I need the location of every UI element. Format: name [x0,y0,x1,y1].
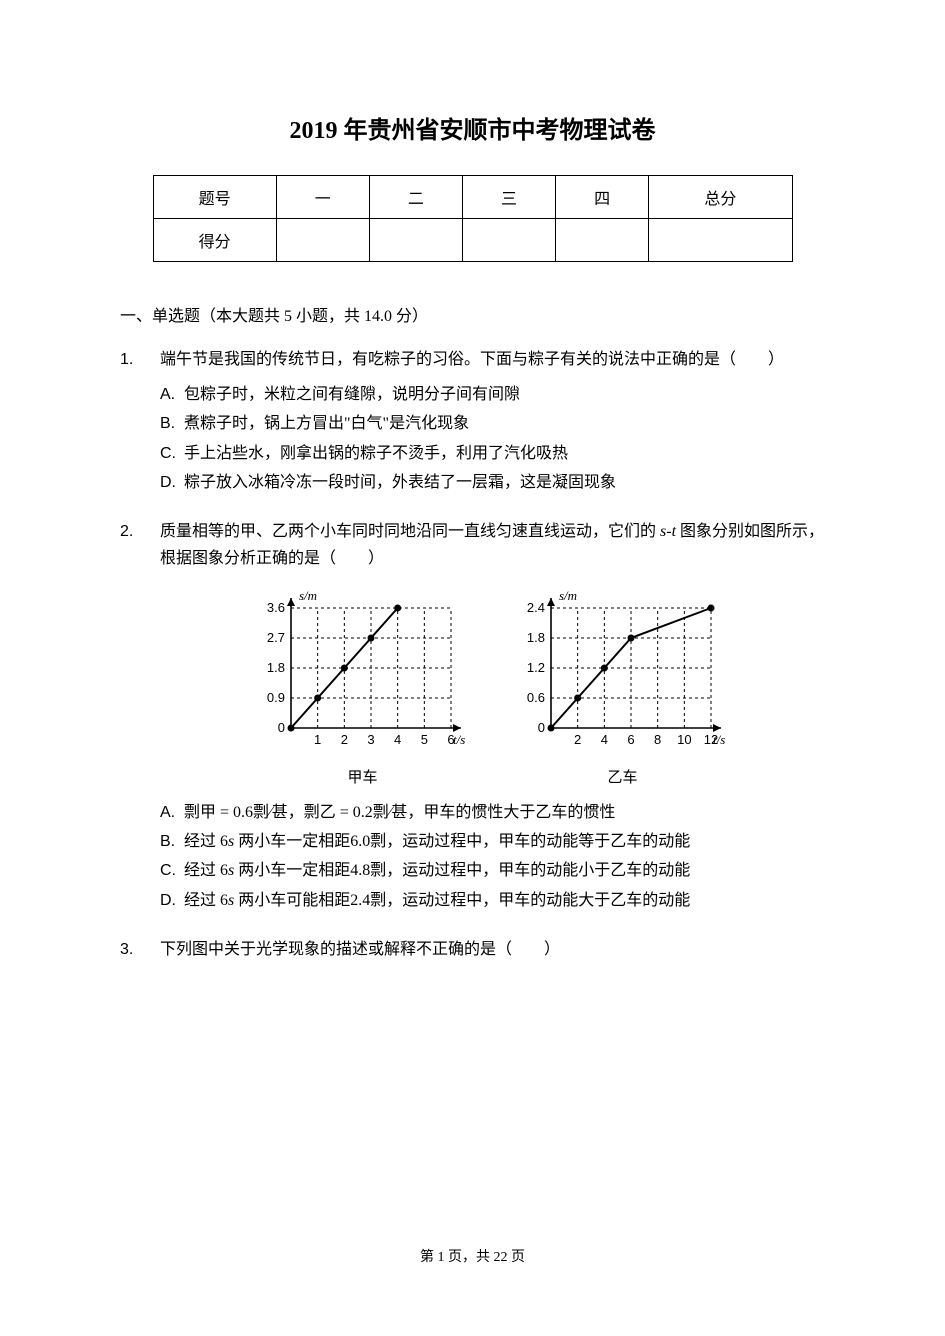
chart-left: 00.91.82.73.6123456s/mt/s [251,586,475,752]
options: A. 包粽子时，米粒之间有缝隙，说明分子间有间隙 B. 煮粽子时，锅上方冒出"白… [160,381,825,496]
cell-col3: 三 [462,176,555,219]
cell-label2: 得分 [153,219,276,262]
svg-text:1.8: 1.8 [266,660,284,675]
cell-empty [369,219,462,262]
option-text: 经过 6s 两小车一定相距6.0剽，运动过程中，甲车的动能等于乙车的动能 [184,828,825,855]
svg-text:t/s: t/s [713,732,725,747]
svg-text:s/m: s/m [299,588,317,603]
svg-text:3.6: 3.6 [266,600,284,615]
option-b: B. 煮粽子时，锅上方冒出"白气"是汽化现象 [160,410,825,437]
option-text: 包粽子时，米粒之间有缝隙，说明分子间有间隙 [184,381,825,408]
question-3: 下列图中关于光学现象的描述或解释不正确的是（ ） [120,936,825,963]
svg-text:0: 0 [537,720,544,735]
question-2: 质量相等的甲、乙两个小车同时同地沿同一直线匀速直线运动，它们的 s-t 图象分别… [120,518,825,914]
svg-text:4: 4 [600,732,607,747]
svg-text:1.2: 1.2 [526,660,544,675]
score-row-header: 题号 一 二 三 四 总分 [153,176,792,219]
option-label: A. [160,799,184,826]
chart-caption-right: 乙车 [511,766,735,792]
svg-text:4: 4 [394,732,401,747]
chart-right: 00.61.21.82.424681012s/mt/s [511,586,735,752]
svg-text:1: 1 [314,732,321,747]
chart-right-cell: 00.61.21.82.424681012s/mt/s 乙车 [493,586,753,791]
option-a: A. 包粽子时，米粒之间有缝隙，说明分子间有间隙 [160,381,825,408]
cell-label: 题号 [153,176,276,219]
svg-text:3: 3 [367,732,374,747]
score-table: 题号 一 二 三 四 总分 得分 [153,175,793,262]
question-stem: 端午节是我国的传统节日，有吃粽子的习俗。下面与粽子有关的说法中正确的是（ ） [160,346,825,373]
option-label: A. [160,381,184,408]
svg-text:0.9: 0.9 [266,690,284,705]
option-text: 剽甲 = 0.6剽⁄甚，剽乙 = 0.2剽⁄甚，甲车的惯性大于乙车的惯性 [184,799,825,826]
question-stem: 质量相等的甲、乙两个小车同时同地沿同一直线匀速直线运动，它们的 s-t 图象分别… [160,518,825,572]
svg-text:2: 2 [574,732,581,747]
svg-text:2.4: 2.4 [526,600,544,615]
exam-page: 2019 年贵州省安顺市中考物理试卷 题号 一 二 三 四 总分 得分 一、单选… [0,0,945,1336]
stem-part-a: 质量相等的甲、乙两个小车同时同地沿同一直线匀速直线运动，它们的 [160,523,660,540]
svg-text:2.7: 2.7 [266,630,284,645]
cell-col1: 一 [276,176,369,219]
cell-empty [462,219,555,262]
svg-text:6: 6 [627,732,634,747]
option-d: D. 经过 6s 两小车可能相距2.4剽，运动过程中，甲车的动能大于乙车的动能 [160,887,825,914]
question-1: 端午节是我国的传统节日，有吃粽子的习俗。下面与粽子有关的说法中正确的是（ ） A… [120,346,825,496]
svg-text:5: 5 [420,732,427,747]
option-text: 经过 6s 两小车可能相距2.4剽，运动过程中，甲车的动能大于乙车的动能 [184,887,825,914]
svg-text:2: 2 [340,732,347,747]
page-footer: 第 1 页，共 22 页 [0,1246,945,1266]
option-c: C. 经过 6s 两小车一定相距4.8剽，运动过程中，甲车的动能小于乙车的动能 [160,857,825,884]
option-label: D. [160,887,184,914]
t2: 两小车一定相距6.0剽，运动过程中，甲车的动能等于乙车的动能 [234,833,690,850]
t: 经过 6 [184,892,228,909]
svg-text:1.8: 1.8 [526,630,544,645]
score-row-values: 得分 [153,219,792,262]
option-text: 粽子放入冰箱冷冻一段时间，外表结了一层霜，这是凝固现象 [184,469,825,496]
svg-text:s/m: s/m [559,588,577,603]
option-text: 手上沾些水，刚拿出锅的粽子不烫手，利用了汽化吸热 [184,440,825,467]
t: 经过 6 [184,833,228,850]
option-label: C. [160,857,184,884]
option-d: D. 粽子放入冰箱冷冻一段时间，外表结了一层霜，这是凝固现象 [160,469,825,496]
svg-text:10: 10 [677,732,691,747]
cell-empty [556,219,649,262]
cell-empty [649,219,792,262]
option-label: B. [160,828,184,855]
svg-text:t/s: t/s [453,732,465,747]
svg-text:8: 8 [654,732,661,747]
chart-caption-left: 甲车 [251,766,475,792]
t2: 两小车一定相距4.8剽，运动过程中，甲车的动能小于乙车的动能 [234,862,690,879]
question-list: 端午节是我国的传统节日，有吃粽子的习俗。下面与粽子有关的说法中正确的是（ ） A… [120,346,825,963]
t2: 两小车可能相距2.4剽，运动过程中，甲车的动能大于乙车的动能 [234,892,690,909]
chart-left-cell: 00.91.82.73.6123456s/mt/s 甲车 [233,586,493,791]
option-b: B. 经过 6s 两小车一定相距6.0剽，运动过程中，甲车的动能等于乙车的动能 [160,828,825,855]
options: A. 剽甲 = 0.6剽⁄甚，剽乙 = 0.2剽⁄甚，甲车的惯性大于乙车的惯性 … [160,799,825,914]
stem-italic: s-t [660,523,676,540]
section-heading: 一、单选题（本大题共 5 小题，共 14.0 分） [120,302,825,326]
question-stem: 下列图中关于光学现象的描述或解释不正确的是（ ） [160,936,825,963]
charts-table: 0 0.9 1.8 2.7 3.6 1 2 3 4 5 6 s/m t/s 甲车 0 0.6 1.2 1.8 2… [233,586,753,791]
cell-col2: 二 [369,176,462,219]
t: 经过 6 [184,862,228,879]
option-label: C. [160,440,184,467]
cell-empty [276,219,369,262]
option-label: B. [160,410,184,437]
option-a: A. 剽甲 = 0.6剽⁄甚，剽乙 = 0.2剽⁄甚，甲车的惯性大于乙车的惯性 [160,799,825,826]
charts-row: 0 0.9 1.8 2.7 3.6 1 2 3 4 5 6 s/m t/s 甲车 0 0.6 1.2 1.8 2… [160,586,825,791]
option-c: C. 手上沾些水，刚拿出锅的粽子不烫手，利用了汽化吸热 [160,440,825,467]
option-text: 煮粽子时，锅上方冒出"白气"是汽化现象 [184,410,825,437]
cell-total: 总分 [649,176,792,219]
cell-col4: 四 [556,176,649,219]
option-label: D. [160,469,184,496]
page-title: 2019 年贵州省安顺市中考物理试卷 [120,110,825,145]
svg-text:0.6: 0.6 [526,690,544,705]
option-text: 经过 6s 两小车一定相距4.8剽，运动过程中，甲车的动能小于乙车的动能 [184,857,825,884]
svg-text:0: 0 [277,720,284,735]
